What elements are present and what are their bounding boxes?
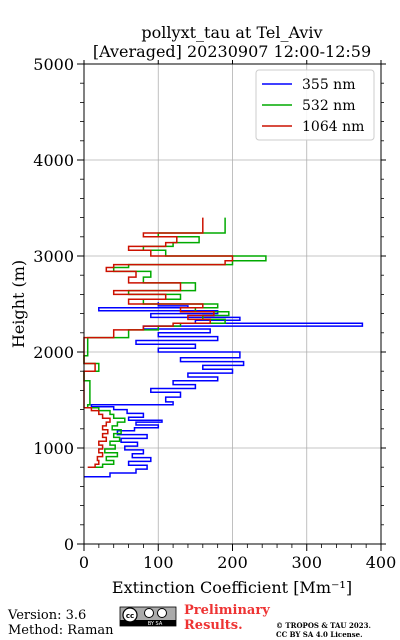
series-line-1064-nm — [83, 217, 234, 468]
chart-title: pollyxt_tau at Tel_Aviv — [141, 23, 322, 42]
preliminary-text-line1: Preliminary — [184, 603, 270, 618]
legend-label: 1064 nm — [302, 119, 364, 135]
x-axis-label: Extinction Coefficient [Mm⁻¹] — [112, 578, 352, 597]
legend: 355 nm 532 nm 1064 nm — [255, 69, 375, 141]
series-group — [83, 217, 364, 478]
method-text: Method: Raman — [8, 623, 114, 638]
footer: Version: 3.6 Method: Raman cc BY SA Prel… — [7, 603, 371, 639]
copyright-line2: CC BY SA 4.0 License. — [276, 630, 363, 639]
x-tick-label: 300 — [291, 553, 322, 572]
y-tick-label: 3000 — [33, 247, 74, 266]
cc-license-badge-icon: cc BY SA — [119, 606, 177, 627]
copyright-line1: © TROPOS & TAU 2023. — [276, 621, 371, 630]
legend-box — [255, 69, 375, 141]
x-tick-label: 200 — [217, 553, 248, 572]
y-axis-label: Height (m) — [9, 260, 28, 348]
y-tick-label: 1000 — [33, 439, 74, 458]
x-tick-label: 100 — [143, 553, 174, 572]
x-tick-label: 0 — [79, 553, 89, 572]
y-tick-label: 4000 — [33, 151, 74, 170]
chart-subtitle: [Averaged] 20230907 12:00-12:59 — [93, 42, 371, 61]
version-text: Version: 3.6 — [7, 608, 86, 623]
svg-text:cc: cc — [126, 612, 134, 620]
legend-label: 532 nm — [302, 98, 355, 114]
y-tick-label: 0 — [64, 535, 74, 554]
y-tick-label: 5000 — [33, 55, 74, 74]
preliminary-text-line2: Results. — [184, 618, 243, 633]
cc-badge-text: BY SA — [148, 621, 163, 627]
legend-label: 355 nm — [302, 77, 355, 93]
y-tick-label: 2000 — [33, 343, 74, 362]
x-tick-label: 400 — [366, 553, 397, 572]
